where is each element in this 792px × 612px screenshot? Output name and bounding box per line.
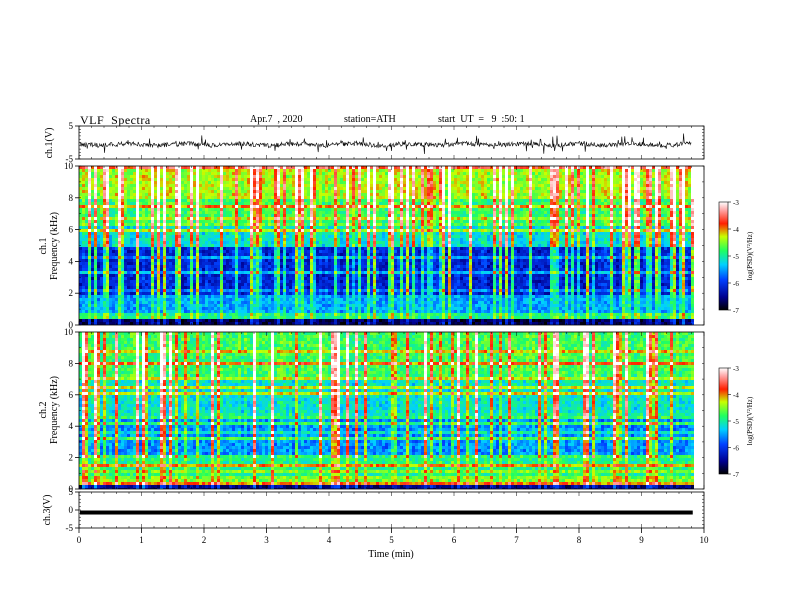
time-axis-tick-label: 8 — [577, 535, 582, 545]
time-axis-tick-label: 1 — [139, 535, 144, 545]
ch1-spectrogram-ylabel-channel: ch.1 — [38, 238, 49, 255]
time-axis: 0 1 2 3 4 5 6 7 8 9 10 — [77, 126, 709, 545]
ch1-colorbar-ramp — [718, 201, 729, 311]
ch2-spectrogram-image — [79, 332, 704, 489]
ch2-spectrogram-ylabel-channel: ch.2 — [38, 402, 49, 419]
ch3-waveform-line — [80, 510, 693, 515]
time-axis-label: Time (min) — [368, 549, 413, 560]
ch1-waveform-line — [79, 133, 692, 155]
ch1-spectrogram-ylabel-frequency: Frequency (kHz) — [49, 212, 60, 280]
ch2-spectrogram-ytick-label: 2 — [69, 453, 74, 463]
ch2-spectrogram-ytick-label: 0 — [69, 484, 74, 494]
ch2-spectrogram-ylabel-frequency: Frequency (kHz) — [49, 376, 60, 444]
time-axis-tick-label: 7 — [514, 535, 519, 545]
ch1-waveform-ylabel: ch.1(V) — [44, 128, 55, 159]
time-axis-tick-label: 0 — [77, 535, 82, 545]
ch2-colorbar-tick: -5 — [733, 418, 739, 426]
ch2-spectrogram-panel: 0 2 4 6 8 10 ch.2 Frequency (kHz) -3 -4 -5 -6 -7 l… — [38, 327, 754, 494]
ch1-spectrogram-panel: 0 2 4 6 8 10 ch.1 Frequency (kHz) -3 -4 -5 -6 -7 l… — [38, 161, 754, 330]
ch3-waveform-ytick-label: 5 — [69, 487, 74, 497]
ch2-colorbar-label: log(PSD)(V²/Hz) — [746, 396, 754, 445]
ch2-colorbar: -3 -4 -5 -6 -7 log(PSD)(V²/Hz) — [718, 365, 754, 479]
ch1-waveform-ytick-label: -5 — [66, 154, 74, 164]
ch1-spectrogram-image — [79, 166, 704, 325]
ch2-spectrogram-ytick-label: 6 — [69, 390, 74, 400]
time-axis-tick-label: 10 — [700, 535, 710, 545]
ch1-spectrogram-ytick-label: 4 — [69, 256, 74, 266]
ch2-spectrogram-ytick-label: 10 — [64, 327, 74, 337]
start-time-label: start UT = 9 :50: 1 — [438, 114, 525, 125]
ch3-waveform-ylabel: ch.3(V) — [42, 495, 53, 526]
ch2-colorbar-tick: -6 — [733, 445, 739, 453]
ch1-colorbar: -3 -4 -5 -6 -7 log(PSD)(V²/Hz) — [718, 199, 754, 315]
time-axis-tick-label: 2 — [202, 535, 207, 545]
ch1-colorbar-tick: -7 — [733, 307, 739, 315]
ch1-waveform-trace — [79, 133, 692, 155]
ch1-waveform-ytick-label: 5 — [69, 121, 74, 131]
ch2-spectrogram-ytick-label: 8 — [69, 358, 74, 368]
ch1-colorbar-label: log(PSD)(V²/Hz) — [746, 231, 754, 280]
time-axis-tick-label: 5 — [389, 535, 394, 545]
time-axis-tick-label: 4 — [327, 535, 332, 545]
time-axis-tick-label: 6 — [452, 535, 457, 545]
ch1-colorbar-tick: -5 — [733, 253, 739, 261]
ch1-spectrogram-ytick-label: 0 — [69, 320, 74, 330]
ch1-spectrogram-ytick-label: 8 — [69, 193, 74, 203]
time-axis-tick-label: 9 — [639, 535, 644, 545]
ch2-colorbar-tick: -3 — [733, 365, 739, 373]
ch1-spectrogram-ytick-label: 10 — [64, 161, 74, 171]
ch1-spectrogram-ytick-label: 2 — [69, 288, 74, 298]
ch2-spectrogram-ytick-label: 4 — [69, 421, 74, 431]
figure-title: VLF Spectra — [80, 113, 151, 128]
ch3-waveform-ytick-label: -5 — [66, 523, 74, 533]
ch1-colorbar-tick: -4 — [733, 226, 739, 234]
ch2-colorbar-tick: -7 — [733, 471, 739, 479]
ch2-colorbar-ramp — [718, 367, 729, 475]
ch3-waveform-ytick-label: 0 — [69, 505, 74, 515]
date-label: Apr.7 , 2020 — [250, 114, 303, 125]
ch3-waveform-trace — [80, 510, 693, 515]
ch1-colorbar-tick: -3 — [733, 199, 739, 207]
ch1-spectrogram-ytick-label: 6 — [69, 225, 74, 235]
ch1-colorbar-tick: -6 — [733, 280, 739, 288]
time-axis-tick-label: 3 — [264, 535, 269, 545]
ch2-colorbar-tick: -4 — [733, 392, 739, 400]
station-label: station=ATH — [344, 114, 396, 125]
ch1-waveform-panel: 5 -5 ch.1(V) — [44, 121, 705, 164]
